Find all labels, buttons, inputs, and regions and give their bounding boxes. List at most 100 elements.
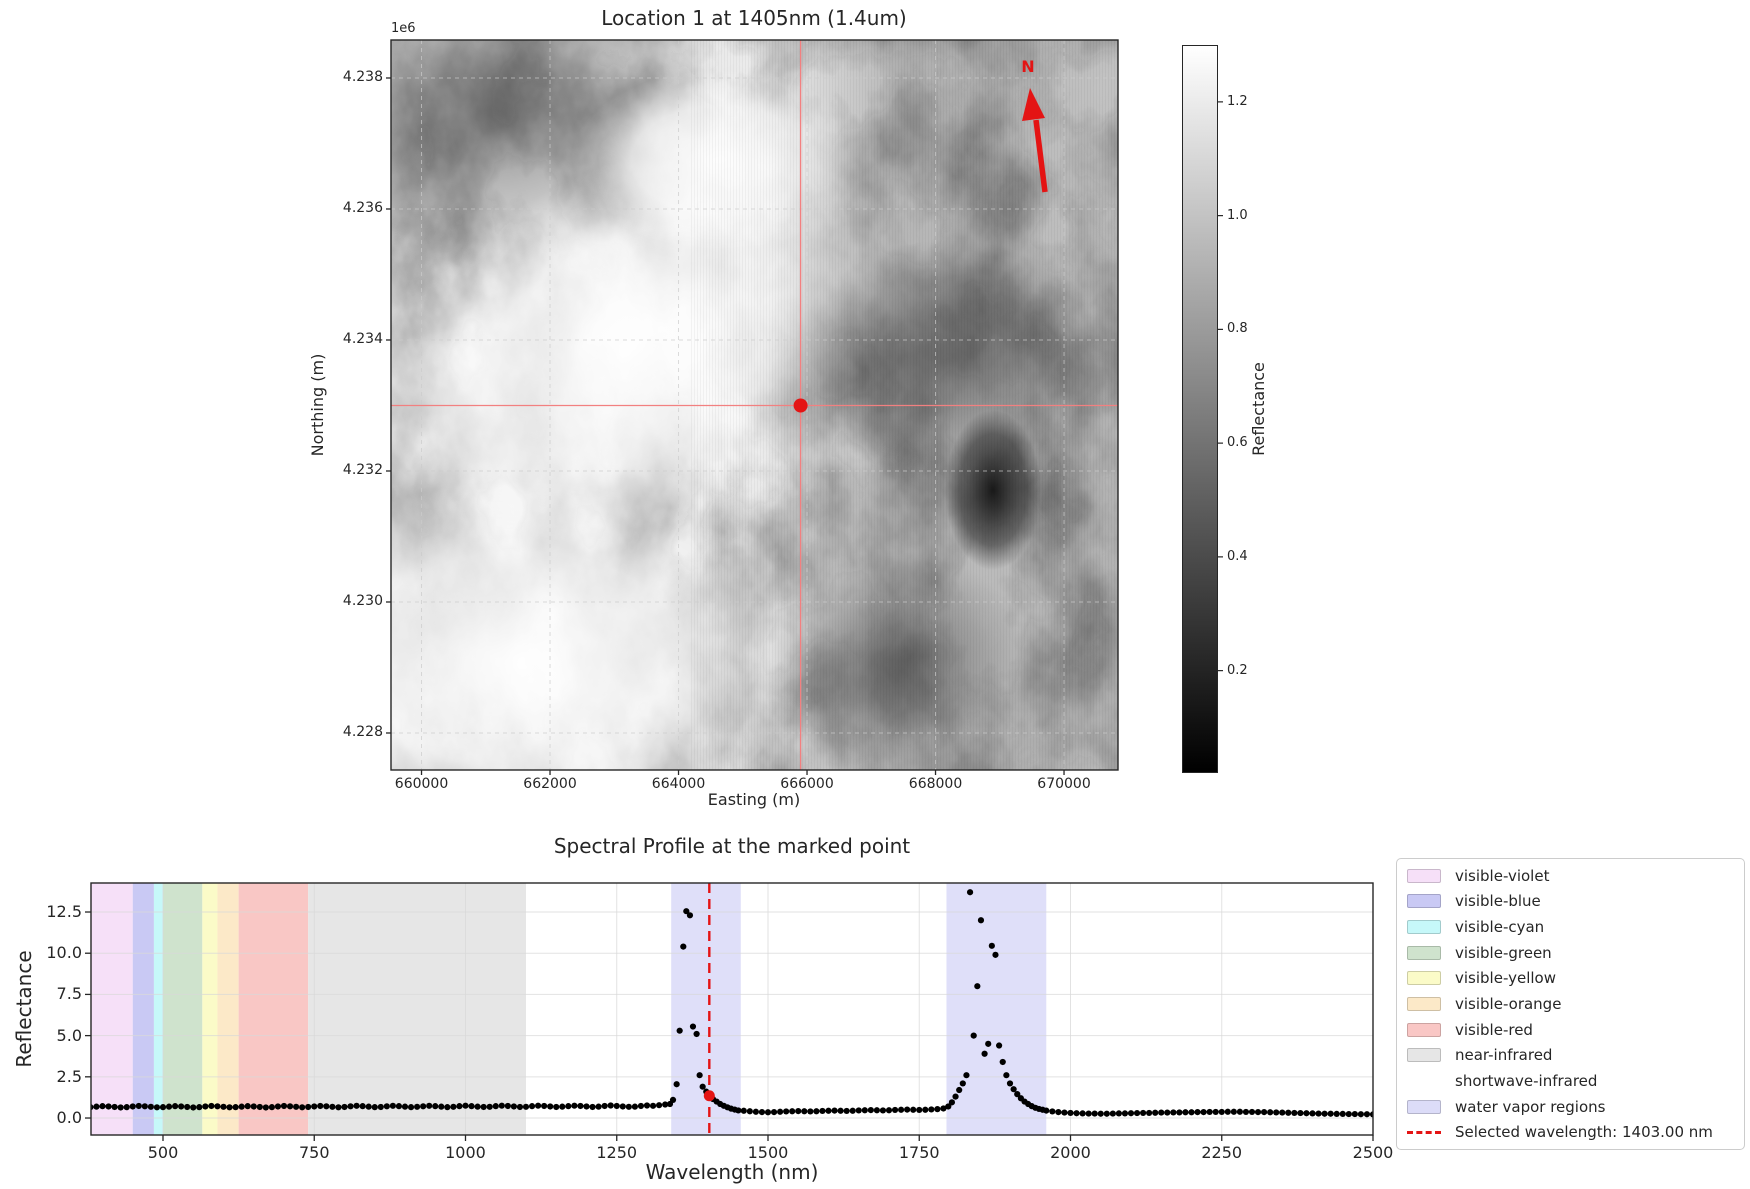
spectrum-point [1164,1109,1171,1116]
spectrum-point [105,1103,112,1110]
spectral-y-axis-label: Reflectance [12,950,36,1068]
spectrum-point [637,1102,645,1110]
spectrum-point [1303,1110,1310,1117]
marked-point [793,398,808,413]
spectrum-point [153,1104,161,1111]
spectrum-point [985,1040,992,1047]
map-y-tick-label-5: 4.228 [342,723,383,740]
band-visible-blue [132,883,154,1135]
legend-swatch [1407,1022,1441,1037]
spectrum-point [1254,1108,1262,1116]
map-y-tick-label-4: 4.230 [342,592,383,609]
spectrum-point [819,1107,826,1115]
spectrum-point [317,1102,324,1110]
spectrum-point [238,1103,245,1110]
spectrum-point [910,1106,917,1113]
spectrum-point [1139,1109,1147,1117]
spectrum-point [758,1108,766,1116]
spectrum-point [676,1027,683,1034]
spectrum-point [1206,1108,1213,1116]
spectral-title: Spectral Profile at the marked point [553,834,911,858]
spectrum-point [959,1080,966,1087]
spectral-y-tick-label-4: 10.0 [46,943,82,963]
legend-item-2: visible-cyan [1407,914,1744,940]
legend-swatch [1407,868,1441,883]
spectrum-point [268,1104,275,1111]
colorbar-tick-label-2: 0.8 [1227,321,1248,337]
spectrum-point [1194,1108,1201,1116]
legend-swatch [1407,894,1441,909]
spectrum-point [1260,1108,1268,1116]
spectrum-point [904,1106,911,1113]
spectrum-point [831,1107,838,1114]
spectrum-point [462,1102,469,1109]
spectrum-point [117,1104,124,1111]
legend-item-10: Selected wavelength: 1403.00 nm [1407,1119,1744,1145]
spectral-x-tick-label-4: 1500 [747,1143,789,1162]
spectrum-point [577,1102,584,1110]
colorbar-tick-label-4: 0.4 [1227,548,1248,564]
legend-label: visible-orange [1455,995,1562,1013]
spectrum-point [770,1108,778,1116]
spectrum-point [669,1096,677,1103]
spectrum-point [1327,1110,1334,1117]
spectrum-point [849,1107,856,1114]
spectral-x-tick-label-8: 2500 [1352,1143,1394,1162]
colorbar-tick-label-3: 0.6 [1227,435,1248,451]
spectrum-point [776,1108,784,1115]
spectrum-point [1351,1110,1358,1118]
spectrum-point [147,1103,154,1110]
spectrum-point [922,1106,929,1113]
spectrum-point [1073,1110,1080,1117]
spectrum-point [516,1103,524,1111]
spectrum-point [571,1102,578,1109]
spectrum-point [1121,1110,1129,1117]
spectrum-point [292,1103,300,1110]
spectrum-point [1133,1109,1141,1117]
spectrum-point [510,1103,517,1110]
spectrum-point [619,1103,626,1110]
spectrum-point [861,1107,868,1114]
spectral-x-tick-label-7: 2250 [1201,1143,1243,1162]
spectrum-point [813,1108,820,1115]
legend-label: shortwave-infrared [1455,1071,1598,1090]
spectrum-point [1273,1109,1280,1116]
legend-item-7: near-infrared [1407,1042,1744,1068]
map-y-tick-label-2: 4.234 [342,330,383,347]
spectrum-point [673,1081,680,1088]
spectrum-point [686,912,694,919]
spectrum-point [1003,1072,1010,1079]
band-visible-yellow [202,883,218,1135]
spectrum-point [952,1093,959,1100]
water-vapor-band-1 [946,883,1047,1135]
spectrum-point [1055,1108,1062,1116]
spectrum-point [1097,1110,1104,1117]
spectrum-point [783,1108,790,1115]
spectrum-point [1345,1110,1352,1118]
spectrum-point [541,1102,548,1110]
legend-item-6: visible-red [1407,1017,1744,1043]
spectrum-point [341,1103,348,1111]
spectrum-point [601,1102,608,1110]
spectrum-point [885,1107,893,1114]
spectrum-point [1333,1110,1340,1118]
spectral-plot-area[interactable] [91,883,1373,1135]
spectral-x-tick-label-1: 750 [298,1143,330,1162]
spectrum-point [1061,1109,1068,1116]
map-plot-area[interactable]: N [391,40,1118,770]
spectrum-point [843,1107,850,1115]
map-y-tick-label-3: 4.232 [342,461,383,478]
spectral-x-tick-label-6: 2000 [1050,1143,1091,1162]
legend-swatch [1407,1074,1441,1088]
spectrum-point [456,1103,463,1110]
spectrum-point [111,1103,118,1111]
spectrum-point [522,1103,530,1110]
spectrum-point [735,1107,742,1114]
spectrum-point [625,1103,632,1110]
spectrum-point [547,1103,554,1110]
spectrum-point [996,1042,1003,1049]
spectrum-point [450,1103,457,1110]
spectrum-point [534,1102,542,1109]
spectrum-point [999,1058,1006,1066]
spectrum-point [359,1103,366,1110]
